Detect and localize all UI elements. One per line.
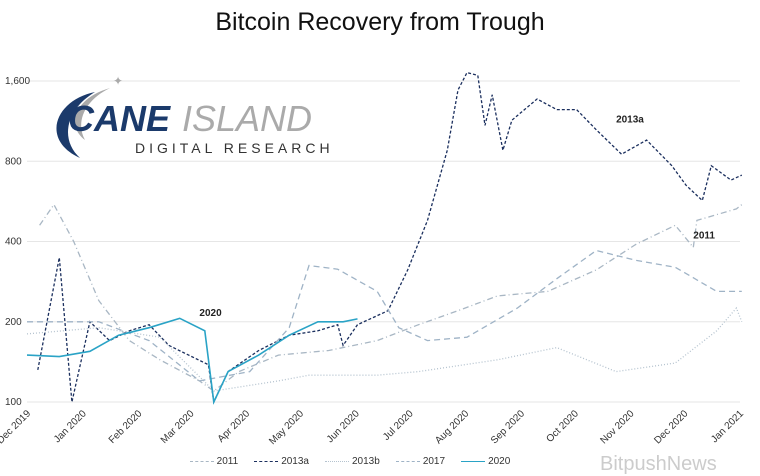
legend-item: 2013a [254,456,309,467]
y-tick-label: 400 [5,237,22,248]
legend-swatch [461,461,486,462]
legend-swatch [325,461,349,462]
chart-title: Bitcoin Recovery from Trough [215,8,545,36]
legend-item: 2013b [325,456,380,467]
logo-swoosh-icon [74,88,110,140]
x-tick-label: Jan 2021 [709,408,746,445]
x-tick-label: Nov 2020 [599,408,637,446]
y-tick-label: 100 [5,397,22,408]
logo-swoosh-icon [56,92,95,158]
x-tick-label: Jul 2020 [381,408,416,443]
y-tick-label: 1,600 [5,76,30,87]
annotation-label: 2013a [616,114,644,125]
y-tick-label: 800 [5,156,22,167]
series-line-2017 [27,249,742,382]
legend-label: 2013b [352,456,380,467]
x-tick-label: Jun 2020 [325,408,362,445]
legend-item: 2020 [461,456,510,467]
x-tick-label: Apr 2020 [216,408,253,445]
x-tick-label: Jan 2020 [52,408,89,445]
x-tick-label: Oct 2020 [544,408,581,445]
x-tick-label: May 2020 [267,408,306,447]
logo-star-icon: ✦ [113,74,123,88]
x-tick-label: Dec 2020 [652,408,690,446]
watermark: BitpushNews [600,453,717,475]
legend-swatch [254,461,279,462]
legend-item: 2017 [395,456,446,467]
series-line-2020 [26,317,358,405]
x-tick-label: Sep 2020 [489,408,527,446]
legend-swatch [395,461,420,462]
legend-label: 2017 [422,456,446,467]
x-tick-label: Feb 2020 [107,408,145,446]
series-line-2013b [26,306,743,392]
y-tick-label: 200 [5,317,22,328]
annotation-label: 2020 [199,308,222,319]
legend: 2011 2013a 2013b 2017 2020 [0,456,700,467]
annotation-label: 2011 [693,231,715,242]
logo-subtitle: DIGITAL RESEARCH [135,140,334,156]
x-tick-label: Aug 2020 [433,408,471,446]
series-line-2011 [39,203,743,392]
logo-text: CANE [68,98,171,139]
legend-item: 2011 [189,456,239,467]
legend-swatch [189,461,214,462]
legend-label: 2013a [281,456,309,467]
legend-label: 2011 [216,456,239,467]
x-tick-label: Mar 2020 [159,408,197,446]
legend-label: 2020 [488,456,511,467]
x-tick-label: Dec 2019 [0,408,33,446]
series-line-2013a [37,71,743,405]
logo-text: ISLAND [182,98,312,139]
